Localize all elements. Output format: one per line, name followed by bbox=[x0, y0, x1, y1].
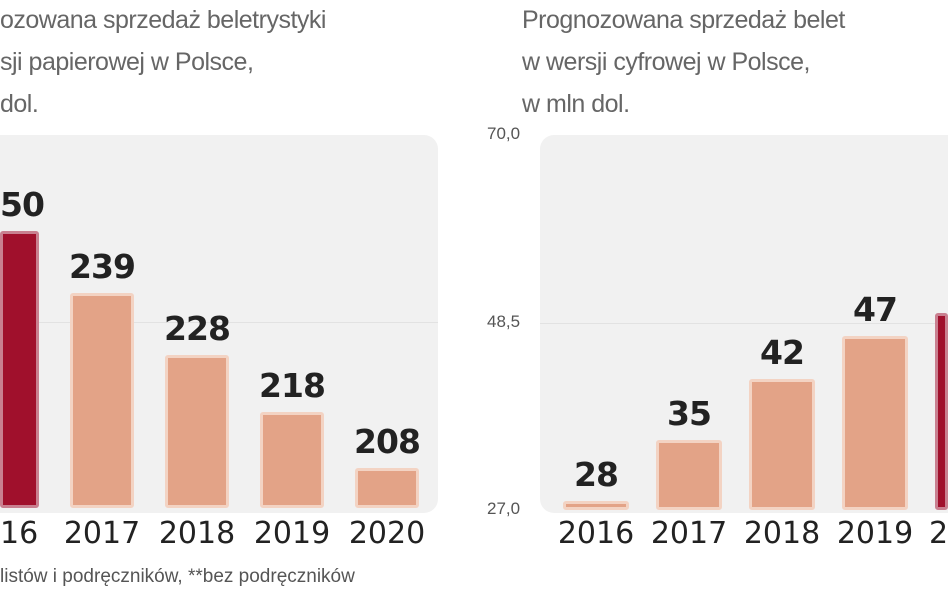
chart1-bar-2019 bbox=[260, 411, 324, 508]
chart2-x-tick-label: 2016 bbox=[557, 516, 635, 551]
chart1-x-tick-label: 2018 bbox=[158, 516, 236, 551]
right-title-line-2: w wersji cyfrowej w Polsce, bbox=[522, 48, 810, 76]
right-title-line-1: Prognozowana sprzedaż belet bbox=[522, 6, 845, 34]
chart2-bar-2019 bbox=[842, 335, 908, 510]
chart2-bar-2 bbox=[935, 312, 948, 510]
chart2-bar-2017 bbox=[656, 440, 722, 510]
y-tick-27: 27,0 bbox=[487, 499, 521, 518]
chart1-value-label: 208 bbox=[354, 422, 421, 462]
chart1-bar-16 bbox=[0, 231, 39, 508]
left-title-line-1: ozowana sprzedaż beletrystyki bbox=[0, 6, 326, 34]
chart1-x-tick-label: 2017 bbox=[63, 516, 141, 551]
chart2-x-tick-label: 2019 bbox=[836, 516, 914, 551]
chart2-x-tick-label: 2017 bbox=[650, 516, 728, 551]
chart1-bar-2018 bbox=[165, 355, 229, 508]
left-chart-title: ozowana sprzedaż beletrystyki sji papier… bbox=[0, 0, 326, 125]
chart2-bar-2018 bbox=[749, 379, 815, 510]
right-title-line-3: w mln dol. bbox=[522, 90, 630, 118]
right-gridline bbox=[540, 323, 948, 324]
chart1-value-label: 239 bbox=[69, 247, 136, 287]
chart2-x-tick-label: 2018 bbox=[743, 516, 821, 551]
chart1-x-tick-label: 16 bbox=[0, 516, 39, 551]
y-tick-70: 70,0 bbox=[487, 124, 521, 143]
left-title-line-3: dol. bbox=[0, 90, 39, 118]
left-title-line-2: sji papierowej w Polsce, bbox=[0, 48, 254, 76]
chart2-x-tick-label: 2 bbox=[929, 516, 948, 551]
chart2-value-label: 28 bbox=[574, 455, 619, 495]
left-gridline bbox=[0, 322, 438, 323]
chart2-value-label: 42 bbox=[760, 333, 805, 373]
chart1-bar-2020 bbox=[355, 468, 419, 508]
footnote: listów i podręczników, **bez podręcznikó… bbox=[0, 566, 355, 587]
chart2-bar-2016 bbox=[563, 501, 629, 510]
chart1-value-label: 50 bbox=[0, 185, 45, 225]
chart1-x-tick-label: 2020 bbox=[348, 516, 426, 551]
chart1-x-tick-label: 2019 bbox=[253, 516, 331, 551]
chart2-value-label: 35 bbox=[667, 394, 712, 434]
chart1-bar-2017 bbox=[70, 293, 134, 508]
chart1-value-label: 218 bbox=[259, 365, 326, 405]
chart1-value-label: 228 bbox=[164, 309, 231, 349]
y-tick-48-5: 48,5 bbox=[487, 312, 521, 331]
right-chart-title: Prognozowana sprzedaż belet w wersji cyf… bbox=[522, 0, 845, 125]
chart2-value-label: 47 bbox=[853, 289, 898, 329]
